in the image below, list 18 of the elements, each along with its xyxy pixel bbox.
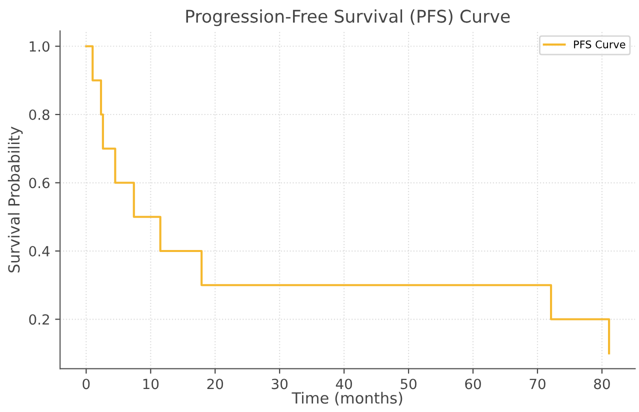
x-tick-label: 10	[143, 378, 159, 390]
x-tick-label: 0	[82, 378, 90, 390]
chart-title: Progression-Free Survival (PFS) Curve	[186, 9, 510, 26]
y-tick-label: 0.2	[29, 314, 49, 325]
x-tick-label: 40	[336, 378, 352, 390]
y-tick-label: 0.8	[29, 109, 50, 120]
legend-label: PFS Curve	[574, 40, 626, 48]
y-tick-label: 1.0	[30, 41, 50, 52]
y-tick-label: 0.6	[29, 178, 50, 188]
x-tick-label: 30	[272, 378, 288, 390]
x-tick-label: 70	[530, 378, 546, 390]
x-tick-label: 60	[465, 378, 481, 390]
y-axis-title: Survival Probability	[8, 126, 23, 272]
x-tick-label: 80	[594, 378, 610, 390]
y-tick-label: 0.4	[29, 246, 50, 256]
x-tick-label: 50	[400, 378, 416, 390]
x-axis-title: Time (months)	[292, 392, 402, 406]
x-tick-label: 20	[207, 378, 224, 390]
